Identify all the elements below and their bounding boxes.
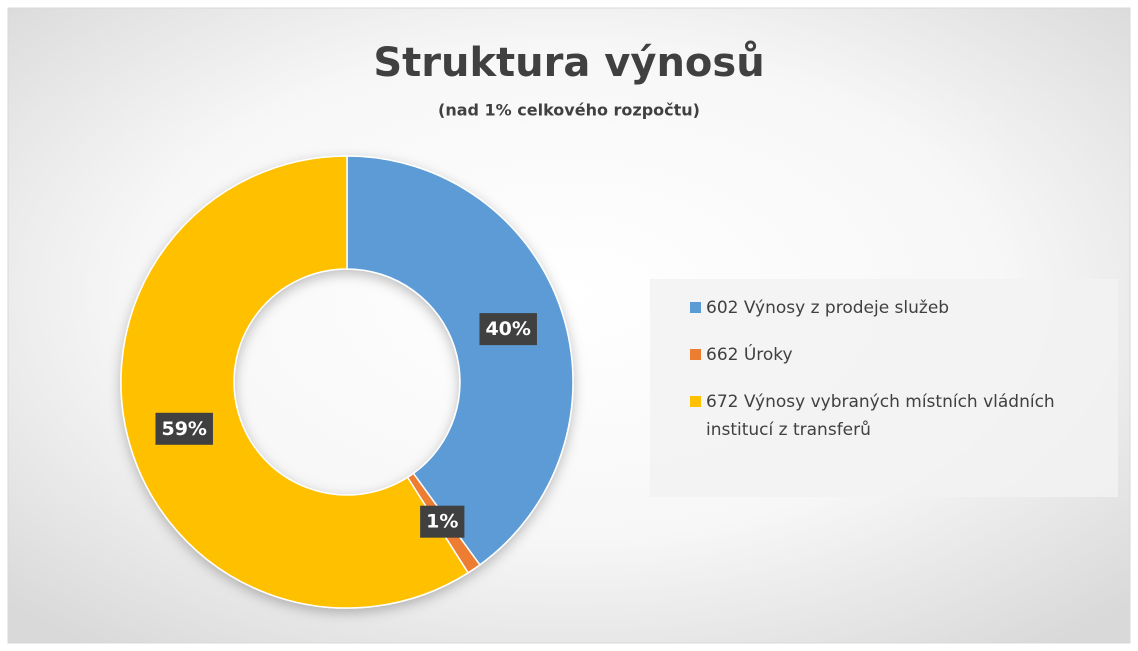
legend-label: 662 Úroky [706,345,793,365]
data-label-box [155,412,213,445]
chart-subtitle: (nad 1% celkového rozpočtu) [438,101,700,120]
legend-swatch [690,349,701,360]
data-label-box [420,505,465,538]
legend-item: 672 Výnosy vybraných místních vládních i… [690,388,1100,444]
data-label-box [479,313,537,346]
data-label: 1% [426,511,458,533]
donut-segment [120,155,470,609]
data-label: 59% [161,418,206,440]
legend-item: 662 Úroky [690,341,1100,369]
legend: 602 Výnosy z prodeje služeb 662 Úroky 672 … [650,279,1118,497]
legend-item: 602 Výnosy z prodeje služeb [690,294,1100,322]
legend-label: 602 Výnosy z prodeje služeb [706,298,950,318]
donut [120,155,574,609]
donut-segment [346,155,574,566]
data-label: 40% [485,318,530,340]
legend-label: 672 Výnosy vybraných místních vládních i… [706,392,1055,440]
legend-swatch [690,302,701,313]
legend-swatch [690,396,701,407]
chart-title: Struktura výnosů [373,39,764,86]
